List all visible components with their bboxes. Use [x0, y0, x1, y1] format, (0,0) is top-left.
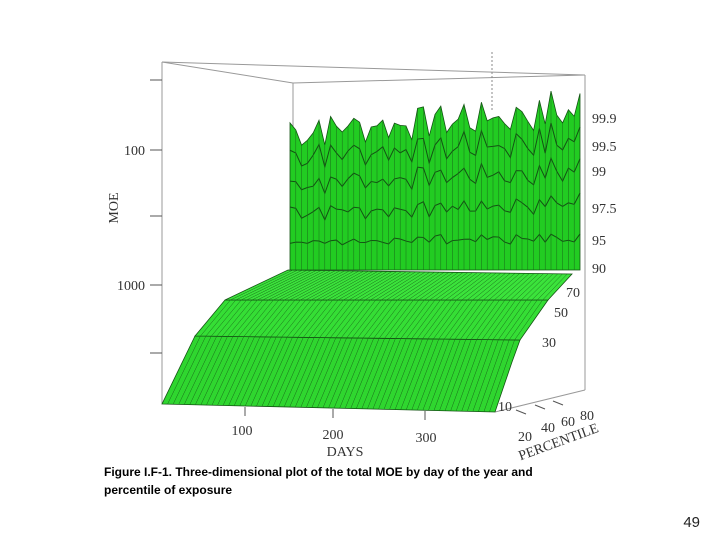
surface-label: 70 [566, 286, 580, 301]
stripe [483, 273, 563, 412]
surface-label: 90 [592, 262, 606, 277]
stripe [461, 273, 544, 412]
box-edge [161, 61, 586, 76]
stripe [228, 270, 345, 406]
surface-label: 99 [592, 165, 606, 180]
stripe [245, 270, 360, 407]
stripe [172, 269, 298, 405]
stripe [450, 273, 535, 412]
stripe [267, 271, 379, 407]
box-edge [494, 389, 586, 413]
tick [515, 409, 527, 415]
stripe [239, 270, 355, 406]
tick [552, 400, 564, 406]
stripe [350, 272, 450, 409]
tick [534, 404, 546, 410]
stripe [322, 271, 426, 408]
surface-label: 99.9 [592, 112, 617, 127]
depth-tick-label: 10 [498, 400, 512, 415]
y-tick-label: 1000 [117, 279, 145, 294]
y-axis-label: MOE [107, 192, 122, 223]
stripe [206, 270, 326, 406]
stripe [311, 271, 416, 408]
x-tick-label: 200 [323, 428, 344, 443]
surface-label: 30 [542, 336, 556, 351]
box-edge [292, 74, 586, 84]
x-tick-label: 100 [232, 424, 253, 439]
stripe [317, 271, 421, 408]
stripe [489, 273, 568, 412]
stripe [222, 270, 341, 406]
surface-label: 95 [592, 234, 606, 249]
caption-line: percentile of exposure [104, 483, 232, 497]
caption-line: Figure I.F-1. Three-dimensional plot of … [104, 465, 533, 479]
surface-sheet [161, 335, 521, 413]
stripe [256, 270, 369, 407]
stripe [344, 271, 445, 409]
surface-labels: 99.9 99.5 99 97.5 95 90 70 50 30 [542, 112, 617, 351]
stripe [400, 272, 492, 410]
stripe [217, 270, 336, 406]
stripe [306, 271, 412, 408]
stripe [328, 271, 431, 409]
stripe [422, 272, 511, 411]
stripe [394, 272, 487, 410]
stripe [333, 271, 435, 409]
stripe [372, 272, 469, 410]
stripe [200, 270, 322, 406]
stripe [250, 270, 364, 407]
y-tick-label: 100 [124, 144, 145, 159]
stripe [378, 272, 473, 410]
stripe [367, 272, 464, 410]
stripe [417, 272, 506, 411]
stripe [455, 273, 540, 412]
stripe [189, 270, 312, 405]
surface [161, 90, 581, 413]
stripe [411, 272, 502, 411]
stripe [433, 273, 521, 411]
plot-box [161, 52, 586, 413]
stripe [178, 269, 303, 405]
stripe [444, 273, 530, 411]
surface-label: 97.5 [592, 202, 617, 217]
stripe [361, 272, 459, 409]
stripe [478, 273, 558, 412]
stripe [439, 273, 525, 411]
depth-tick-label: 80 [580, 409, 594, 424]
stripe [405, 272, 497, 410]
stripe [278, 271, 388, 407]
stripe [289, 271, 397, 408]
stripe [261, 270, 374, 407]
depth-tick-label: 20 [518, 430, 532, 445]
stripe [389, 272, 483, 410]
stripe [211, 270, 331, 406]
stripe [272, 271, 383, 407]
stripe [283, 271, 393, 408]
x-axis-label: DAYS [327, 445, 364, 460]
stripe [356, 272, 454, 409]
page-number: 49 [683, 514, 700, 531]
stripe [339, 271, 440, 409]
stripe [167, 269, 293, 405]
stripe [472, 273, 554, 412]
stripe [428, 273, 516, 411]
surface-label: 50 [554, 306, 568, 321]
stripe [233, 270, 350, 406]
stripe [294, 271, 402, 408]
depth-tick-label: 40 [541, 421, 555, 436]
depth-tick-label: 60 [561, 415, 575, 430]
stripe [183, 270, 308, 405]
stripe [195, 270, 317, 405]
x-tick-label: 300 [416, 431, 437, 446]
stripe [467, 273, 549, 412]
surface-label: 99.5 [592, 140, 617, 155]
stripe [383, 272, 478, 410]
stripe [300, 271, 407, 408]
box-edge [161, 61, 294, 84]
